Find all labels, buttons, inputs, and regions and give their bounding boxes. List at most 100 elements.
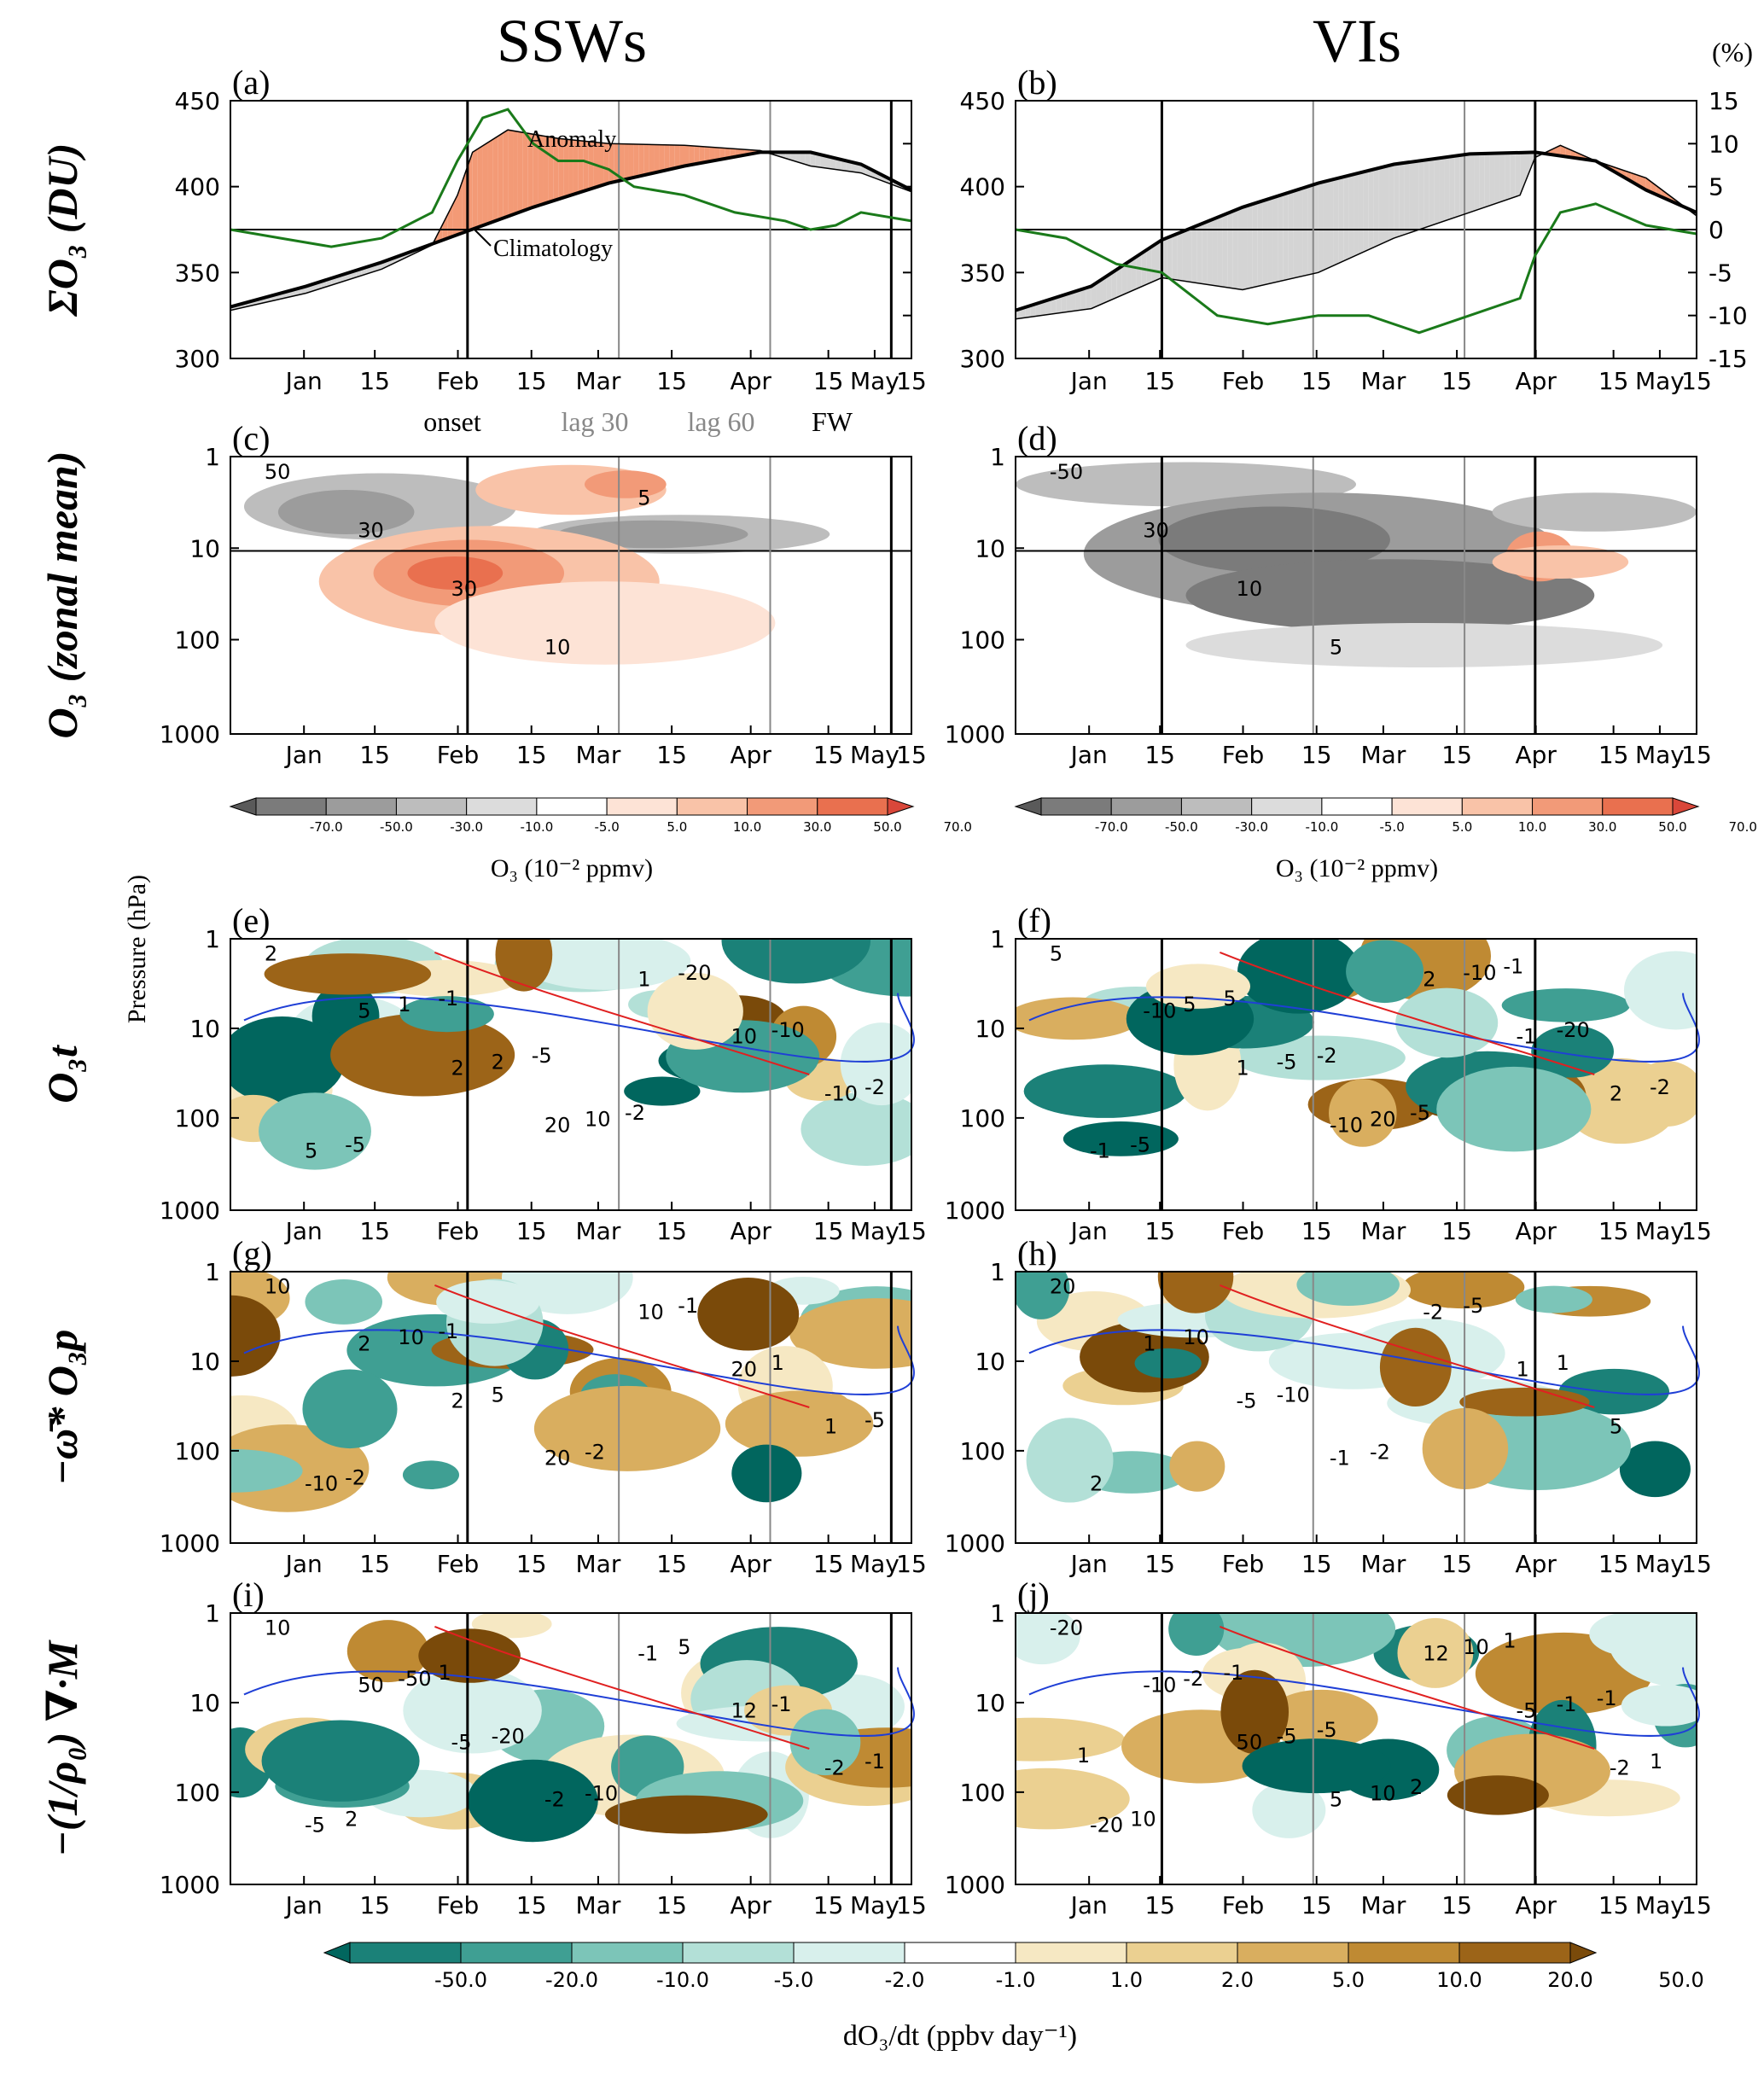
contour-label: 5 <box>305 1139 317 1163</box>
y-tick-label: 1 <box>205 1258 220 1286</box>
x-tick-label: May <box>850 1891 899 1919</box>
anomaly-fill <box>1172 233 1178 281</box>
anomaly-fill <box>558 138 564 200</box>
anomaly-fill <box>649 144 655 174</box>
x-tick-label: 15 <box>516 367 547 395</box>
contour-label: -2 <box>345 1465 365 1489</box>
anomaly-fill <box>583 141 589 192</box>
anomaly-fill <box>1202 221 1208 285</box>
contour-label: -5 <box>865 1408 885 1432</box>
field-panel-(e): 2 5 2 20 1 10 -10 5 1 2 10 -20 -10 -2 -5 -1 -5 -2 1 10 100 10… <box>160 901 927 1245</box>
contour-label: -1 <box>771 1692 792 1716</box>
anomaly-fill <box>1056 295 1062 314</box>
colorbar-max-arrow <box>1569 1942 1598 1964</box>
anomaly-fill <box>1404 162 1410 236</box>
anomaly-fill <box>1454 155 1460 218</box>
contour-region <box>1016 1768 1130 1830</box>
colorbar-tick-label: -5.0 <box>774 1968 814 1992</box>
x-tick-label: Jan <box>284 1891 323 1919</box>
y-tick-label: 10 <box>975 1348 1005 1376</box>
colorbar-swatch <box>395 797 468 816</box>
y-tick-label: 10 <box>189 1689 220 1717</box>
colorbar-tick-label: -70.0 <box>1095 819 1128 835</box>
contour-region <box>1242 1738 1391 1794</box>
x-tick-label: 15 <box>359 1550 390 1578</box>
x-tick-label: Apr <box>1515 1217 1557 1245</box>
anomaly-fill <box>1222 213 1228 288</box>
contour-region <box>1379 1327 1452 1407</box>
contour-line-negative <box>1028 1325 1700 1395</box>
anomaly-fill <box>1121 263 1127 296</box>
colorbar-swatch <box>1180 797 1253 816</box>
contour-label: 5 <box>1330 636 1342 660</box>
anomaly-fill <box>1278 194 1284 282</box>
x-tick-label: Jan <box>284 741 323 769</box>
colorbar-tick-label: 5.0 <box>1332 1968 1365 1992</box>
anomaly-fill <box>1378 166 1384 246</box>
anomaly-fill <box>669 144 675 170</box>
x-tick-label: Feb <box>1222 741 1265 769</box>
anomaly-fill <box>1515 152 1521 197</box>
contour-label: 10 <box>265 1274 291 1298</box>
y-tick-label: 1000 <box>945 1197 1005 1225</box>
x-tick-label: 15 <box>1441 1550 1472 1578</box>
contour-region <box>697 1278 800 1351</box>
anomaly-fill <box>1191 225 1197 283</box>
contour-region <box>1185 559 1595 632</box>
contour-label: 5 <box>637 486 650 510</box>
anomaly-fill <box>1288 191 1294 280</box>
field-panel-(f): 5 -10 1 -10 2 -1 2 -1 5 -5 20 -10 -20 -2 -5 5 -2 -5 -1 1 10 1… <box>945 901 1712 1245</box>
contour-label: -5 <box>305 1814 325 1837</box>
anomaly-fill <box>1388 164 1394 241</box>
y-tick-label: 100 <box>175 1437 220 1465</box>
y-tick-label: 1000 <box>160 1197 220 1225</box>
x-tick-label: Jan <box>1069 367 1108 395</box>
anomaly-fill <box>1106 272 1112 302</box>
contour-region <box>604 1795 768 1834</box>
anomaly-fill <box>1505 153 1511 201</box>
panel-letter: (d) <box>1017 419 1057 457</box>
x-tick-label: 15 <box>656 1891 687 1919</box>
x-tick-label: 15 <box>1144 1550 1175 1578</box>
colorbar-tick-label: 30.0 <box>803 819 831 835</box>
contour-label: -1 <box>637 1641 658 1665</box>
contour-label: 10 <box>1130 1807 1156 1831</box>
x-tick-label: Apr <box>730 1891 771 1919</box>
contour-label: 10 <box>1463 1635 1489 1659</box>
anomaly-fill <box>517 131 523 213</box>
anomaly-fill <box>1363 170 1369 253</box>
y2-tick-label: -10 <box>1709 302 1748 330</box>
contour-label: -2 <box>1610 1756 1630 1780</box>
anomaly-fill <box>694 146 700 165</box>
contour-label: 10 <box>1370 1781 1396 1805</box>
contour-line-positive <box>1220 951 1595 1075</box>
contour-label: 2 <box>451 1057 464 1080</box>
anomaly-fill <box>1444 156 1450 221</box>
contour-region <box>1346 940 1424 1004</box>
contour-label: -20 <box>492 1724 525 1748</box>
contour-label: -50 <box>398 1667 431 1691</box>
colorbar-swatch <box>1321 797 1393 816</box>
anomaly-fill <box>1025 305 1031 318</box>
contour-region <box>789 1709 861 1776</box>
anomaly-fill <box>548 137 554 203</box>
contour-label: 2 <box>451 1389 464 1413</box>
anomaly-fill <box>699 146 705 164</box>
anomaly-fill <box>835 158 841 171</box>
contour-label: -2 <box>625 1101 645 1125</box>
anomaly-fill <box>578 140 584 193</box>
y-tick-label: 100 <box>175 1779 220 1807</box>
contour-region <box>467 1759 598 1843</box>
anomaly-fill <box>1167 236 1173 280</box>
contour-region <box>1395 987 1499 1058</box>
observed-line <box>1015 144 1697 320</box>
panel-letter: (c) <box>232 419 270 457</box>
panel-frame <box>230 938 912 1211</box>
colorbar-swatch <box>1040 797 1112 816</box>
anomaly-fill <box>1449 155 1455 219</box>
contour-line-positive <box>434 1625 810 1750</box>
anomaly-fill <box>477 145 483 228</box>
x-tick-label: Feb <box>1222 1891 1265 1919</box>
